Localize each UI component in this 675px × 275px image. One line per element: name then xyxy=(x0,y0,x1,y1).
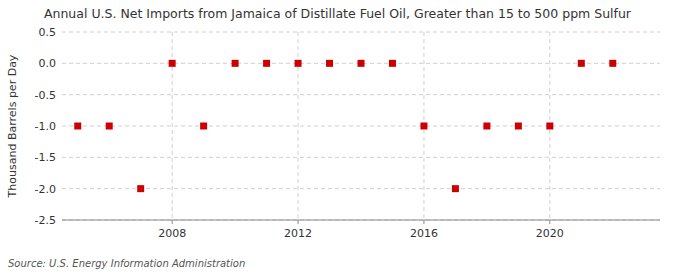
y-grid-line xyxy=(62,188,660,189)
y-tick-label: -0.5 xyxy=(35,89,56,102)
y-grid-line xyxy=(62,32,660,33)
point xyxy=(452,185,459,192)
point xyxy=(389,60,396,67)
point xyxy=(358,60,365,67)
grid xyxy=(62,32,660,220)
point xyxy=(420,123,427,130)
point xyxy=(546,123,553,130)
x-tick-label: 2012 xyxy=(284,227,312,240)
chart: 0.5 0.0 -0.5 -1.0 -1.5 -2.0 -2.5 2008 2012 2016 20… xyxy=(0,0,675,275)
point xyxy=(295,60,302,67)
y-tick-label: 0.0 xyxy=(39,57,57,70)
point xyxy=(169,60,176,67)
title: Annual U.S. Net Imports from Jamaica of … xyxy=(44,6,632,21)
y-grid-line xyxy=(62,157,660,158)
axes: 0.5 0.0 -0.5 -1.0 -1.5 -2.0 -2.5 2008 2012 2016 20… xyxy=(35,26,660,240)
x-tick-label: 2008 xyxy=(158,227,186,240)
points xyxy=(74,60,616,192)
point xyxy=(326,60,333,67)
y-tick-label: -2.5 xyxy=(35,214,56,227)
point xyxy=(232,60,239,67)
point xyxy=(200,123,207,130)
y-grid-line xyxy=(62,220,660,221)
point xyxy=(137,185,144,192)
x-tick-label: 2016 xyxy=(410,227,438,240)
x-tick xyxy=(423,220,424,224)
point xyxy=(515,123,522,130)
x-axis-line xyxy=(62,220,660,221)
source-note: Source: U.S. Energy Information Administ… xyxy=(8,258,245,269)
y-tick-label: 0.5 xyxy=(39,26,57,39)
x-tick xyxy=(172,220,173,224)
y-tick-label: -1.0 xyxy=(35,120,56,133)
point xyxy=(106,123,113,130)
x-tick xyxy=(549,220,550,224)
y-tick-label: -1.5 xyxy=(35,151,56,164)
point xyxy=(74,123,81,130)
point xyxy=(483,123,490,130)
x-tick xyxy=(298,220,299,224)
y-axis-label: Thousand Barrels per Day xyxy=(6,54,19,198)
x-tick-label: 2020 xyxy=(536,227,564,240)
point xyxy=(609,60,616,67)
y-tick-label: -2.0 xyxy=(35,183,56,196)
point xyxy=(263,60,270,67)
y-grid-line xyxy=(62,94,660,95)
y-grid-line xyxy=(62,126,660,127)
point xyxy=(578,60,585,67)
